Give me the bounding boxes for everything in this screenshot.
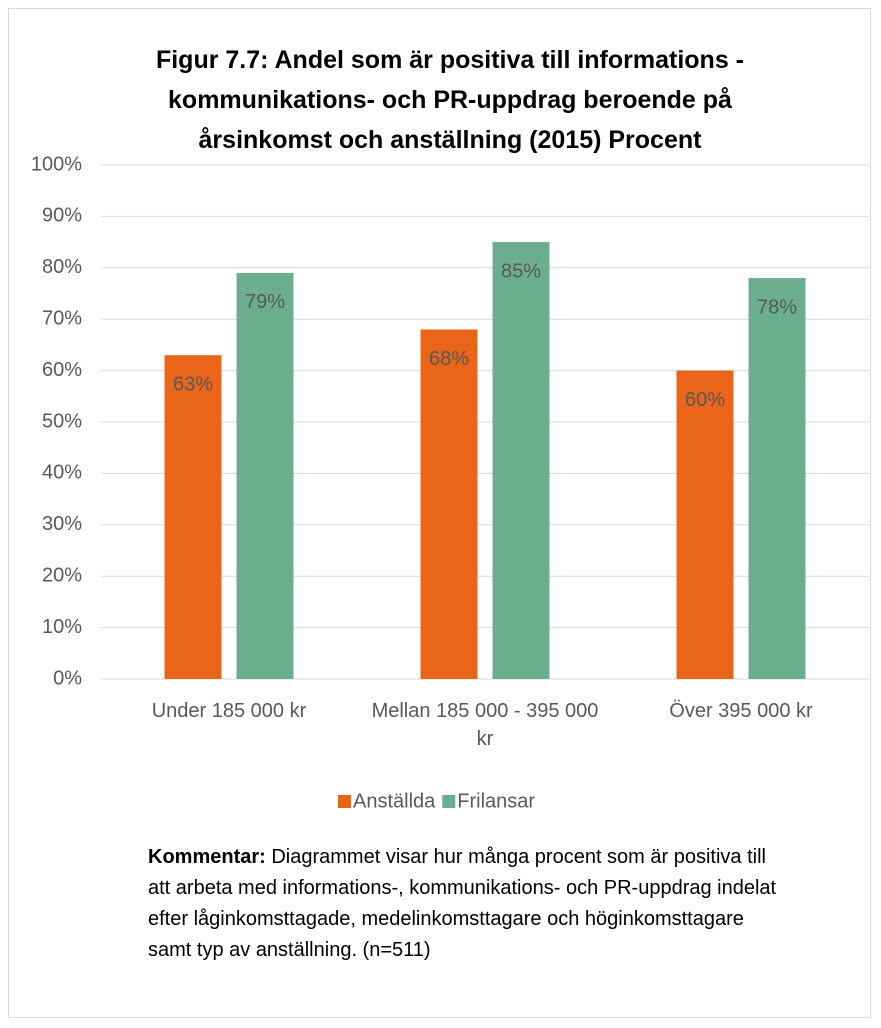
comment-text: Diagrammet visar hur många procent som ä… bbox=[148, 846, 777, 961]
comment: Kommentar: Diagrammet visar hur många pr… bbox=[148, 842, 788, 966]
x-tick-label: Under 185 000 kr bbox=[151, 700, 307, 722]
y-tick-label: 50% bbox=[42, 410, 82, 432]
y-tick-label: 20% bbox=[42, 564, 82, 586]
bar bbox=[748, 278, 806, 679]
bar bbox=[492, 242, 550, 679]
y-tick-label: 80% bbox=[42, 256, 82, 278]
y-tick-label: 40% bbox=[42, 462, 82, 484]
chart-title: Figur 7.7: Andel som är positiva till in… bbox=[155, 46, 745, 154]
y-tick-label: 10% bbox=[42, 616, 82, 638]
data-label: 68% bbox=[429, 348, 469, 370]
x-tick-label: Mellan 185 000 - 395 000 kr bbox=[371, 700, 599, 750]
data-label: 78% bbox=[757, 296, 797, 318]
y-tick-label: 60% bbox=[42, 359, 82, 381]
bar bbox=[236, 272, 294, 679]
bar bbox=[164, 355, 222, 679]
frame bbox=[8, 8, 871, 1018]
y-tick-label: 0% bbox=[53, 667, 82, 689]
comment-label: Kommentar: bbox=[148, 846, 266, 868]
legend-swatch bbox=[442, 795, 456, 808]
bar bbox=[676, 370, 734, 679]
data-label: 79% bbox=[245, 291, 285, 313]
y-tick-label: 70% bbox=[42, 307, 82, 329]
y-tick-label: 90% bbox=[42, 205, 82, 227]
y-tick-label: 100% bbox=[31, 153, 82, 175]
bar bbox=[420, 329, 478, 679]
data-label: 85% bbox=[501, 260, 541, 282]
data-label: 60% bbox=[685, 389, 725, 411]
x-tick-label: Över 395 000 kr bbox=[669, 700, 813, 722]
y-tick-label: 30% bbox=[42, 513, 82, 535]
data-label: 63% bbox=[173, 373, 213, 395]
legend-swatch bbox=[338, 795, 351, 808]
legend-label: Anställda bbox=[353, 790, 436, 812]
legend-label: Frilansar bbox=[457, 790, 535, 812]
